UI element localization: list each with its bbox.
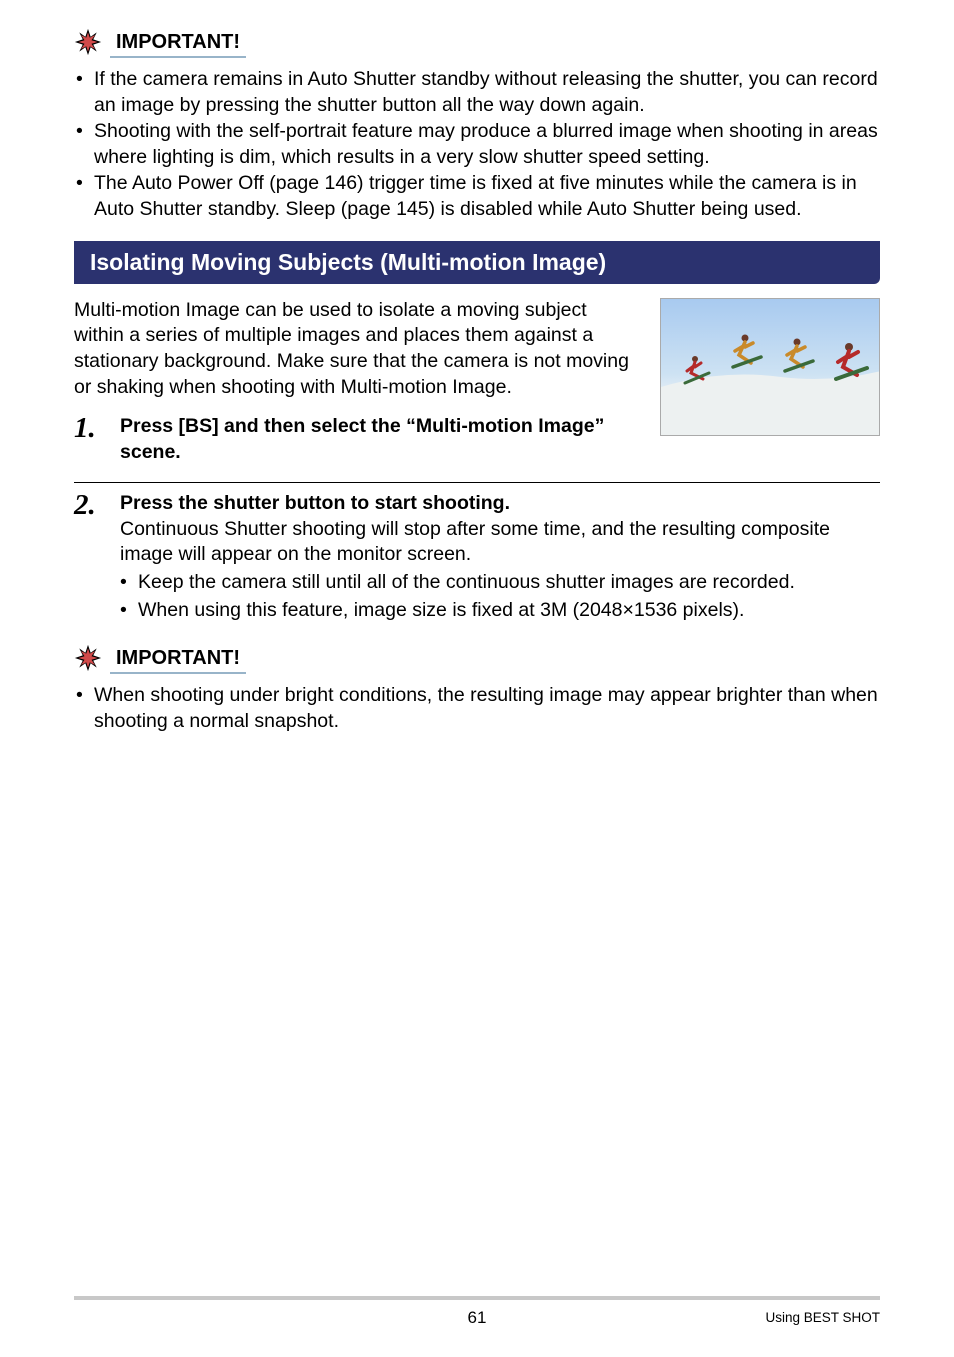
bullet-icon: • [76, 119, 94, 171]
intro-row: Multi-motion Image can be used to isolat… [74, 298, 880, 466]
list-item: • If the camera remains in Auto Shutter … [76, 67, 880, 119]
list-item: • When shooting under bright conditions,… [76, 683, 880, 735]
step-divider [74, 482, 880, 483]
bullet-icon: • [76, 683, 94, 735]
step-number: 1. [74, 414, 110, 465]
footer-divider [74, 1296, 880, 1300]
bullet-icon: • [76, 171, 94, 223]
page-footer: 61 Using BEST SHOT [74, 1296, 880, 1325]
important-callout-1: IMPORTANT! [74, 28, 880, 61]
starburst-icon [74, 644, 102, 677]
list-item-text: Shooting with the self-portrait feature … [94, 119, 880, 171]
important-2-list: • When shooting under bright conditions,… [74, 683, 880, 735]
list-item-text: When shooting under bright conditions, t… [94, 683, 880, 735]
important-label: IMPORTANT! [110, 31, 246, 58]
step-body: Press [BS] and then select the “Multi-mo… [120, 414, 638, 465]
bullet-icon: • [120, 570, 138, 596]
step-sub-text: Keep the camera still until all of the c… [138, 570, 795, 596]
step-sub-text: When using this feature, image size is f… [138, 598, 744, 624]
sample-image-svg [661, 299, 880, 436]
footer-row: 61 Using BEST SHOT [74, 1310, 880, 1325]
important-1-list: • If the camera remains in Auto Shutter … [74, 67, 880, 223]
page-number: 61 [74, 1308, 880, 1328]
section-intro-text: Multi-motion Image can be used to isolat… [74, 298, 638, 401]
page: IMPORTANT! • If the camera remains in Au… [0, 0, 954, 1357]
starburst-icon [74, 28, 102, 61]
multi-motion-sample-image [660, 298, 880, 436]
step-2: 2. Press the shutter button to start sho… [74, 491, 880, 624]
step-title: Press [BS] and then select the “Multi-mo… [120, 415, 604, 463]
section-header: Isolating Moving Subjects (Multi-motion … [74, 241, 880, 284]
step-description: Continuous Shutter shooting will stop af… [120, 517, 880, 568]
intro-col: Multi-motion Image can be used to isolat… [74, 298, 638, 466]
list-item: • Shooting with the self-portrait featur… [76, 119, 880, 171]
bullet-icon: • [120, 598, 138, 624]
step-title: Press the shutter button to start shooti… [120, 492, 510, 514]
step-sub-item: • When using this feature, image size is… [120, 598, 880, 624]
important-label: IMPORTANT! [110, 647, 246, 674]
list-item-text: The Auto Power Off (page 146) trigger ti… [94, 171, 880, 223]
list-item-text: If the camera remains in Auto Shutter st… [94, 67, 880, 119]
bullet-icon: • [76, 67, 94, 119]
step-sub-item: • Keep the camera still until all of the… [120, 570, 880, 596]
list-item: • The Auto Power Off (page 146) trigger … [76, 171, 880, 223]
step-1: 1. Press [BS] and then select the “Multi… [74, 414, 638, 465]
important-callout-2: IMPORTANT! [74, 644, 880, 677]
step-body: Press the shutter button to start shooti… [120, 491, 880, 624]
step-number: 2. [74, 491, 110, 624]
